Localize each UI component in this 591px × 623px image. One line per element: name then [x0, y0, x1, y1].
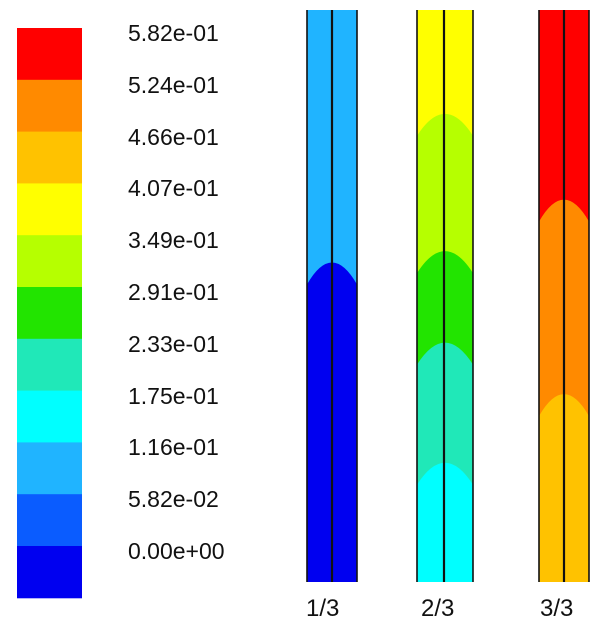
- contour-column: [537, 0, 591, 582]
- colorbar-label: 2.91e-01: [128, 281, 219, 304]
- colorbar-band: [17, 287, 82, 339]
- contour-column: [415, 0, 475, 582]
- colorbar-label: 5.24e-01: [128, 74, 219, 97]
- colorbar-band: [17, 442, 82, 494]
- colorbar-label: 4.07e-01: [128, 177, 219, 200]
- colorbar-label: 1.75e-01: [128, 385, 219, 408]
- colorbar-band: [17, 339, 82, 391]
- colorbar-label: 0.00e+00: [128, 540, 225, 563]
- colorbar-band: [17, 391, 82, 443]
- colorbar-label: 5.82e-02: [128, 488, 219, 511]
- colorbar-label: 2.33e-01: [128, 333, 219, 356]
- contour-column: [305, 0, 359, 582]
- colorbar-band: [17, 28, 82, 80]
- colorbar: [17, 28, 82, 598]
- colorbar-band: [17, 546, 82, 598]
- colorbar-label: 5.82e-01: [128, 22, 219, 45]
- colorbar-label: 3.49e-01: [128, 229, 219, 252]
- column-caption: 1/3: [306, 597, 339, 621]
- colorbar-label: 1.16e-01: [128, 436, 219, 459]
- contour-columns: [305, 0, 591, 582]
- colorbar-band: [17, 494, 82, 546]
- column-caption: 3/3: [540, 597, 573, 621]
- colorbar-label: 4.66e-01: [128, 126, 219, 149]
- column-caption: 2/3: [421, 597, 454, 621]
- colorbar-band: [17, 183, 82, 235]
- colorbar-band: [17, 235, 82, 287]
- colorbar-band: [17, 132, 82, 184]
- colorbar-band: [17, 80, 82, 132]
